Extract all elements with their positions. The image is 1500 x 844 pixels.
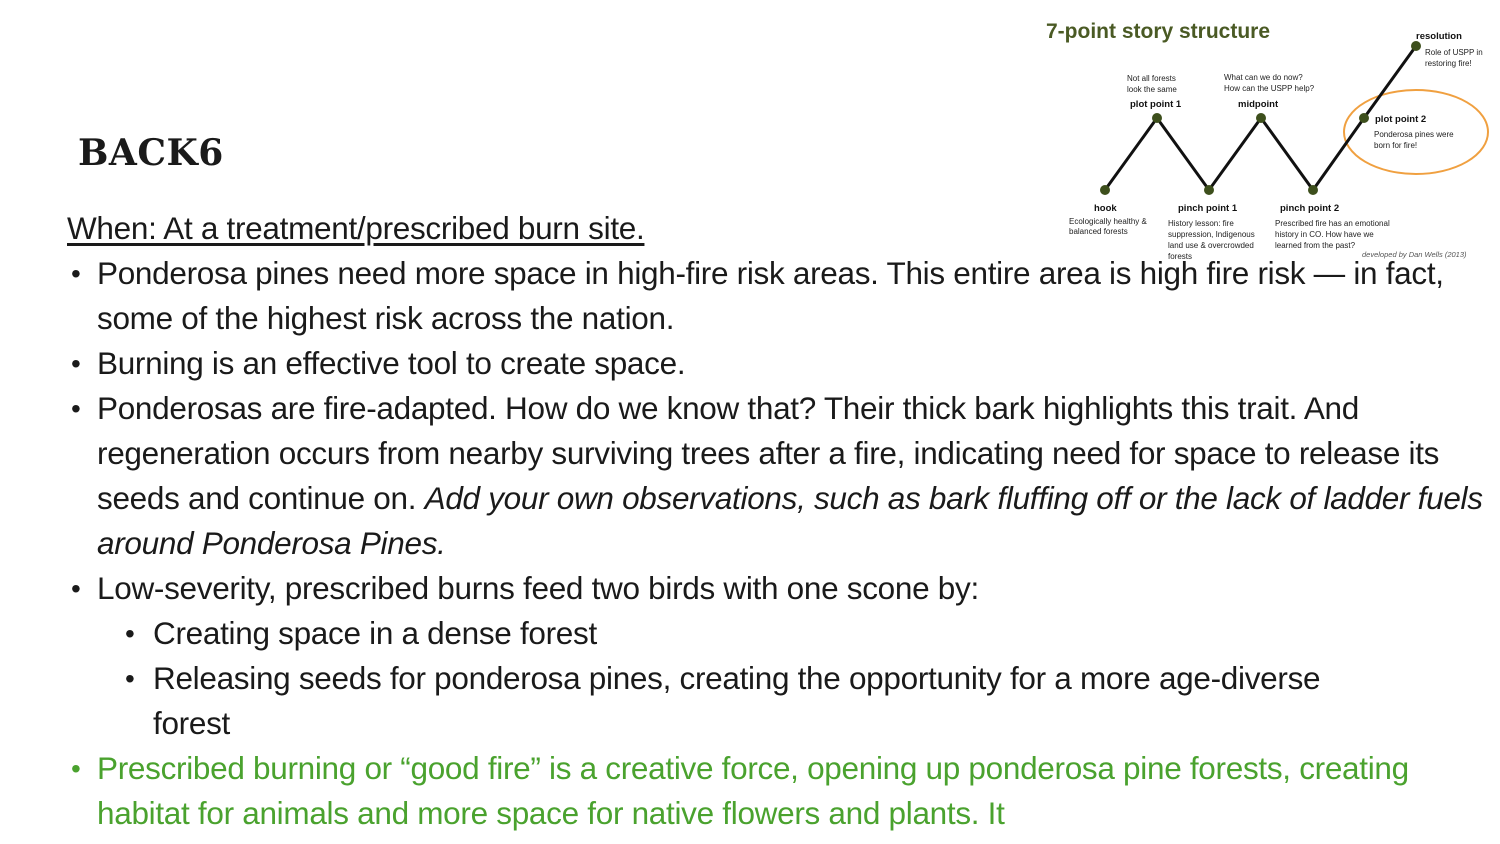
when-heading: When: At a treatment/prescribed burn sit… [67, 210, 645, 246]
plot-point-2-note-1: Ponderosa pines were [1374, 130, 1454, 139]
hook-note-1: Ecologically healthy & [1069, 217, 1147, 226]
slide-title: BACK6 [78, 132, 224, 174]
plot-point-1-point [1152, 113, 1162, 123]
story-structure-diagram: 7-point story structure hook Ecologicall… [1046, 20, 1489, 261]
bullet-good-fire: Prescribed burning or “good fire” is a c… [67, 746, 1487, 836]
plot-point-2-point [1359, 113, 1369, 123]
midpoint-note-1: What can we do now? [1224, 73, 1303, 82]
midpoint-point [1256, 113, 1266, 123]
plot-point-1-note-1: Not all forests [1127, 74, 1176, 83]
bullet-low-severity: Low-severity, prescribed burns feed two … [67, 566, 1487, 611]
plot-point-1-label: plot point 1 [1130, 99, 1182, 110]
midpoint-note-2: How can the USPP help? [1224, 84, 1315, 93]
bullet-space: Ponderosa pines need more space in high-… [67, 251, 1487, 341]
hook-note-2: balanced forests [1069, 227, 1128, 236]
pinch-point-2-note-1: Prescribed fire has an emotional [1275, 219, 1390, 228]
pinch-point-1-note-1: History lesson: fire [1168, 219, 1234, 228]
resolution-note-2: restoring fire! [1425, 59, 1472, 68]
pinch-point-2-note-2: history in CO. How have we [1275, 230, 1374, 239]
pinch-point-1-note-3: land use & overcrowded [1168, 241, 1254, 250]
pinch-point-1-point [1204, 185, 1214, 195]
plot-point-2-highlight [1343, 89, 1489, 175]
hook-point [1100, 185, 1110, 195]
fire-adapted-text: Ponderosas are fire-adapted. How do we k… [97, 390, 1440, 516]
plot-point-2-note-2: born for fire! [1374, 141, 1417, 150]
pinch-point-2-note-3: learned from the past? [1275, 241, 1356, 250]
midpoint-label: midpoint [1238, 99, 1279, 110]
resolution-point [1411, 41, 1421, 51]
diagram-title: 7-point story structure [1046, 20, 1270, 43]
sub-bullet-creating-space: Creating space in a dense forest [67, 611, 1487, 656]
bullet-fire-adapted: Ponderosas are fire-adapted. How do we k… [67, 386, 1487, 566]
pinch-point-2-point [1308, 185, 1318, 195]
plot-point-2-label: plot point 2 [1375, 114, 1426, 125]
resolution-label: resolution [1416, 31, 1462, 42]
pinch-point-1-label: pinch point 1 [1178, 203, 1238, 214]
bullet-burning-tool: Burning is an effective tool to create s… [67, 341, 1487, 386]
slide-body: When: At a treatment/prescribed burn sit… [67, 206, 1487, 836]
resolution-note-1: Role of USPP in [1425, 48, 1483, 57]
sub-bullet-releasing-seeds: Releasing seeds for ponderosa pines, cre… [67, 656, 1487, 746]
observation-prompt: Add your own observations, such as bark … [97, 480, 1483, 561]
pinch-point-1-note-2: suppression, Indigenous [1168, 230, 1255, 239]
pinch-point-2-label: pinch point 2 [1280, 203, 1339, 214]
plot-point-1-note-2: look the same [1127, 85, 1177, 94]
hook-label: hook [1094, 203, 1117, 214]
